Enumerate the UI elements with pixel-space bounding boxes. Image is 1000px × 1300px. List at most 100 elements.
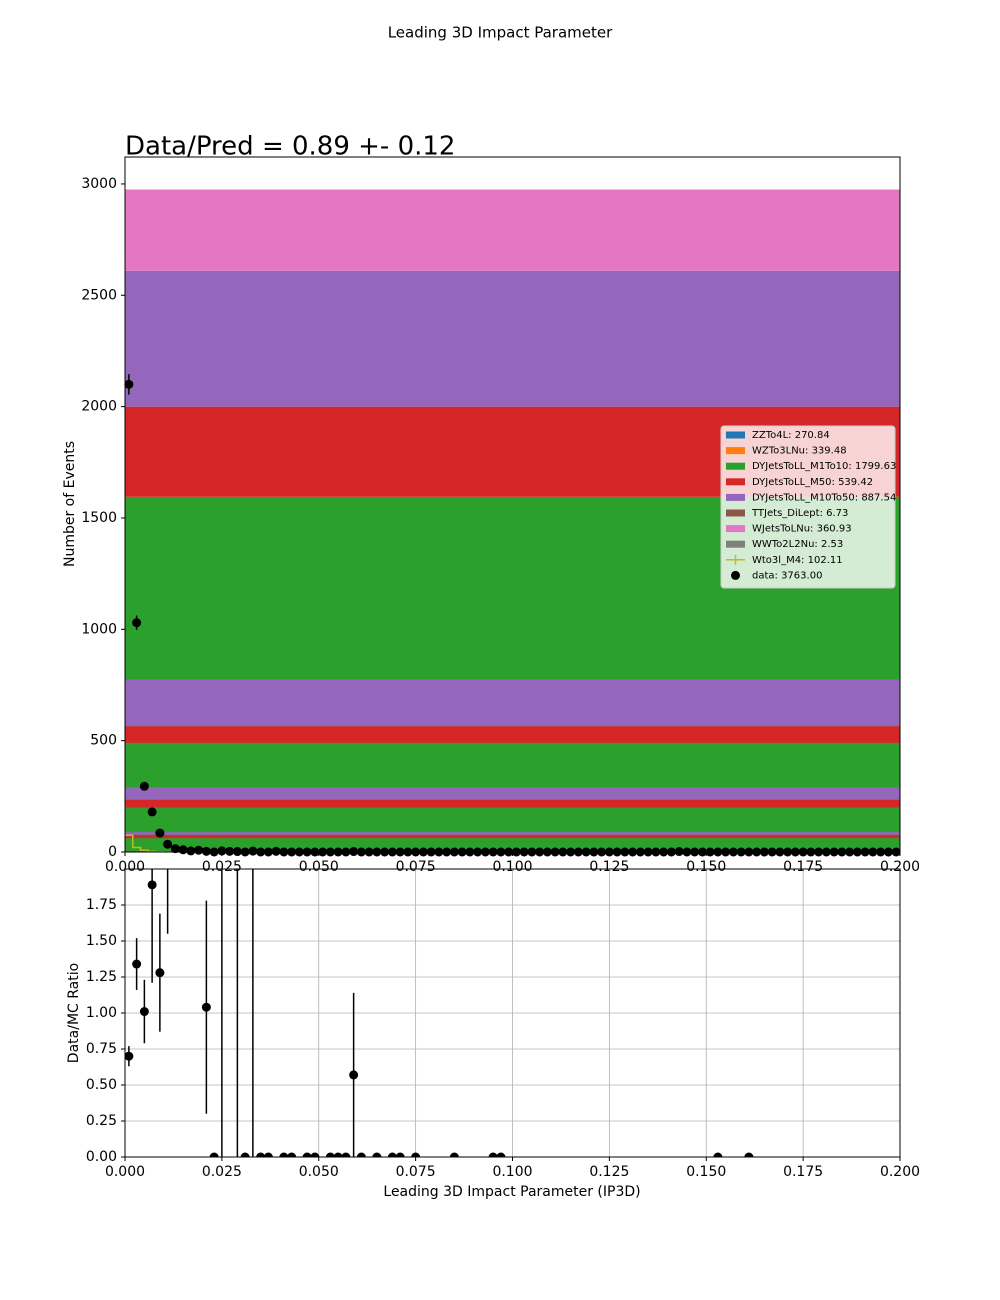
- x-axis-label: Leading 3D Impact Parameter (IP3D): [383, 1184, 640, 1200]
- data-point: [372, 1152, 382, 1157]
- legend-label: WWTo2L2Nu: 2.53: [752, 539, 843, 550]
- x-tick-label: 0.175: [783, 859, 823, 875]
- legend-label: ZZTo4L: 270.84: [752, 430, 830, 441]
- data-point: [449, 1152, 459, 1157]
- data-point: [240, 1152, 250, 1157]
- data-point: [139, 1007, 149, 1017]
- legend-swatch: [726, 540, 745, 548]
- data-point: [263, 1152, 273, 1157]
- data-point: [333, 1152, 343, 1157]
- legend-swatch: [731, 570, 740, 580]
- y-tick-label: 1.50: [86, 933, 117, 949]
- data-point: [325, 1152, 335, 1157]
- data-point: [496, 1152, 506, 1157]
- data-point: [209, 1152, 219, 1157]
- x-tick-label: 0.000: [105, 859, 145, 875]
- y-tick-label: 1000: [81, 621, 117, 637]
- stack-segment: [125, 799, 900, 808]
- y-tick-label: 2000: [81, 399, 117, 415]
- data-point: [139, 781, 149, 791]
- legend-label: WJetsToLNu: 360.93: [752, 524, 852, 535]
- data-point: [310, 1152, 320, 1157]
- legend-swatch: [726, 447, 745, 455]
- data-point: [248, 846, 258, 856]
- data-point: [713, 1152, 723, 1157]
- y-tick-label: 0: [108, 844, 117, 860]
- data-point: [356, 1152, 366, 1157]
- stack-segment: [125, 189, 900, 271]
- data-point: [302, 1152, 312, 1157]
- legend-label: DYJetsToLL_M1To10: 1799.63: [752, 461, 896, 472]
- stack-segment: [125, 832, 900, 835]
- legend-swatch: [726, 525, 745, 533]
- data-point: [387, 1152, 397, 1157]
- x-tick-label: 0.075: [396, 1164, 436, 1180]
- x-tick-label: 0.175: [783, 1164, 823, 1180]
- y-tick-label: 2500: [81, 287, 117, 303]
- data-point: [279, 1152, 289, 1157]
- legend-label: data: 3763.00: [752, 570, 822, 581]
- legend-box: [720, 425, 896, 589]
- stack-segment: [125, 270, 900, 407]
- x-tick-label: 0.075: [396, 859, 436, 875]
- x-tick-label: 0.125: [589, 1164, 629, 1180]
- data-point: [287, 1152, 297, 1157]
- data-point: [395, 1152, 405, 1157]
- x-tick-label: 0.100: [492, 859, 532, 875]
- legend-label: DYJetsToLL_M10To50: 887.54: [752, 492, 896, 503]
- stack-segment: [125, 679, 900, 727]
- y-tick-label: 1.00: [86, 1005, 117, 1021]
- data-point: [170, 844, 180, 854]
- y-tick-label: 3000: [81, 176, 117, 192]
- data-point: [194, 845, 204, 855]
- data-point: [201, 1002, 211, 1012]
- x-tick-label: 0.200: [880, 859, 920, 875]
- x-tick-label: 0.025: [202, 859, 242, 875]
- legend-label: DYJetsToLL_M50: 539.42: [752, 477, 873, 488]
- legend-swatch: [726, 509, 745, 517]
- data-point: [744, 1152, 754, 1157]
- y-tick-label: 0.25: [86, 1113, 117, 1129]
- data-point: [132, 618, 142, 628]
- data-point: [163, 839, 173, 849]
- x-tick-label: 0.125: [589, 859, 629, 875]
- y-axis-label: Number of Events: [62, 441, 78, 567]
- stack-segment: [125, 838, 900, 852]
- data-point: [488, 1152, 498, 1157]
- stack-segment: [125, 787, 900, 800]
- y-axis-label: Data/MC Ratio: [66, 963, 82, 1063]
- legend-swatch: [726, 462, 745, 470]
- data-point: [201, 846, 211, 856]
- x-tick-label: 0.100: [492, 1164, 532, 1180]
- y-tick-label: 1.25: [86, 969, 117, 985]
- y-tick-label: 1500: [81, 510, 117, 526]
- data-point: [125, 1051, 134, 1061]
- y-tick-label: 500: [90, 733, 117, 749]
- legend-swatch: [726, 478, 745, 486]
- y-tick-label: 0.50: [86, 1077, 117, 1093]
- stack-segment: [125, 726, 900, 743]
- y-tick-label: 0.75: [86, 1041, 117, 1057]
- y-tick-label: 0.00: [86, 1149, 117, 1165]
- x-tick-label: 0.200: [880, 1164, 920, 1180]
- x-tick-label: 0.150: [686, 859, 726, 875]
- y-tick-label: 1.75: [86, 897, 117, 913]
- data-point: [147, 807, 157, 817]
- legend-label: TTJets_DiLept: 6.73: [751, 508, 848, 519]
- data-point: [217, 846, 227, 856]
- plot-area: [125, 869, 900, 1157]
- x-tick-label: 0.025: [202, 1164, 242, 1180]
- data-point: [147, 880, 157, 890]
- data-point: [178, 845, 188, 855]
- legend-swatch: [726, 431, 745, 439]
- data-point: [155, 968, 165, 978]
- data-point: [411, 1152, 421, 1157]
- legend-swatch: [726, 493, 745, 501]
- data-point: [132, 959, 142, 969]
- x-tick-label: 0.150: [686, 1164, 726, 1180]
- data-point: [349, 1070, 359, 1080]
- stack-segment: [125, 834, 900, 839]
- figure-title: Leading 3D Impact Parameter: [388, 24, 613, 42]
- legend-label: WZTo3LNu: 339.48: [752, 446, 847, 457]
